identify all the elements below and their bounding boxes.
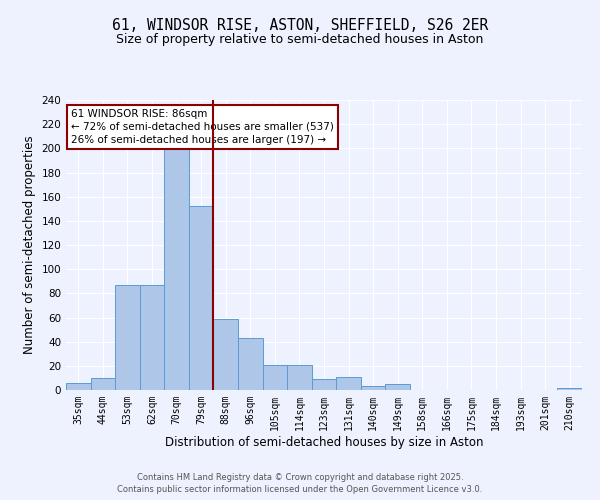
Bar <box>263 364 287 390</box>
Bar <box>115 285 140 390</box>
Bar <box>385 384 410 390</box>
Text: Size of property relative to semi-detached houses in Aston: Size of property relative to semi-detach… <box>116 32 484 46</box>
Bar <box>66 383 91 390</box>
Bar <box>336 376 361 390</box>
Text: 61, WINDSOR RISE, ASTON, SHEFFIELD, S26 2ER: 61, WINDSOR RISE, ASTON, SHEFFIELD, S26 … <box>112 18 488 32</box>
Bar <box>214 318 238 390</box>
Bar <box>238 338 263 390</box>
Text: Contains HM Land Registry data © Crown copyright and database right 2025.
Contai: Contains HM Land Registry data © Crown c… <box>118 472 482 494</box>
Y-axis label: Number of semi-detached properties: Number of semi-detached properties <box>23 136 36 354</box>
Text: 61 WINDSOR RISE: 86sqm
← 72% of semi-detached houses are smaller (537)
26% of se: 61 WINDSOR RISE: 86sqm ← 72% of semi-det… <box>71 108 334 145</box>
X-axis label: Distribution of semi-detached houses by size in Aston: Distribution of semi-detached houses by … <box>165 436 483 448</box>
Bar <box>91 378 115 390</box>
Bar <box>140 285 164 390</box>
Bar <box>164 148 189 390</box>
Bar <box>312 379 336 390</box>
Bar <box>361 386 385 390</box>
Bar <box>189 206 214 390</box>
Bar <box>557 388 582 390</box>
Bar <box>287 364 312 390</box>
